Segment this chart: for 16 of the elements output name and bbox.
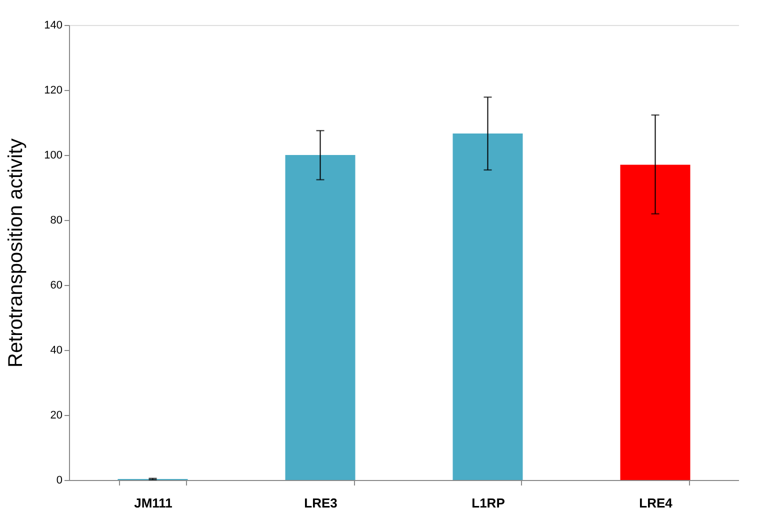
y-tick-label: 0 <box>56 474 62 486</box>
bar <box>452 134 523 480</box>
x-tick-label: LRE4 <box>639 496 674 510</box>
bar <box>285 155 356 480</box>
y-tick-label: 40 <box>50 344 62 356</box>
bar <box>620 164 690 480</box>
y-tick-label: 60 <box>50 280 62 292</box>
x-tick-label: LRE3 <box>304 496 338 510</box>
y-tick-label: 120 <box>44 84 62 96</box>
y-tick-label: 80 <box>50 214 62 226</box>
y-tick-label: 100 <box>44 150 62 162</box>
x-tick-label: L1RP <box>472 496 506 510</box>
y-tick-label: 20 <box>50 410 62 422</box>
x-tick-label: JM111 <box>134 496 172 510</box>
y-tick-label: 140 <box>44 20 62 32</box>
y-axis-title: Retrotransposition activity <box>5 138 28 368</box>
